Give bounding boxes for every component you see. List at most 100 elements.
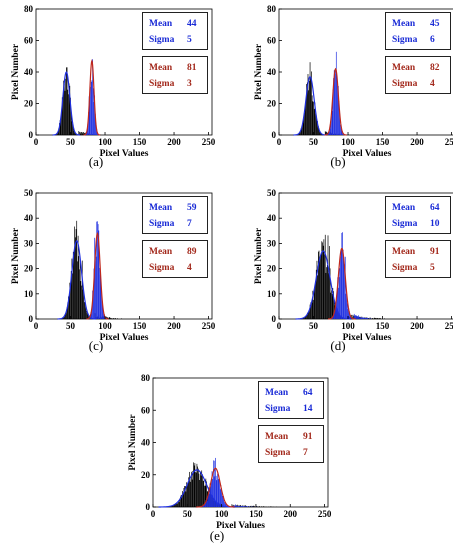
histogram-bar (304, 106, 306, 135)
histogram-bar (346, 291, 347, 319)
y-tick-label: 60 (141, 405, 151, 415)
histogram-bar (221, 488, 222, 507)
histogram-bar (92, 59, 93, 135)
histogram-bar (224, 501, 225, 507)
panel-caption: (c) (88, 338, 104, 353)
histogram-bar (106, 316, 107, 319)
histogram-bar (246, 506, 248, 507)
histogram-bar (324, 234, 326, 319)
histogram-plot: 0 50 100 150 200 250 0 10 20 30 40 50 Pixel Values Pi… (254, 188, 453, 343)
x-tick-label: 100 (215, 509, 229, 519)
histogram-bar (83, 132, 84, 135)
histogram-bar (72, 251, 74, 319)
histogram-bar (373, 317, 375, 319)
histogram-bar (77, 235, 79, 319)
histogram-bar (307, 74, 309, 135)
histogram-bar (71, 258, 73, 319)
histogram-bar (249, 506, 251, 507)
histogram-bar (331, 110, 333, 135)
histogram-bar (67, 89, 69, 135)
y-tick-label: 80 (141, 373, 151, 383)
x-tick-label: 200 (167, 137, 181, 147)
stats-box-red: Mean 81 Sigma 3 (142, 56, 208, 94)
gaussian-fit-line (324, 67, 347, 136)
histogram-bar (367, 318, 369, 319)
histogram-bar (345, 293, 347, 319)
histogram-bar (313, 289, 315, 319)
histogram-bar (263, 506, 264, 507)
histogram-bar (261, 506, 262, 507)
histogram-bar (245, 506, 247, 507)
histogram-bar (99, 267, 100, 319)
mean-row: Mean 82 (392, 63, 440, 74)
y-tick-label: 20 (141, 470, 151, 480)
histogram-bar (209, 483, 211, 507)
x-tick-label: 100 (98, 321, 112, 331)
histogram-bar (253, 505, 255, 507)
histogram-bar (101, 290, 102, 319)
histogram-bar (236, 505, 238, 507)
y-tick-label: 80 (24, 4, 34, 14)
histogram-bar (171, 506, 172, 507)
histogram-bar (202, 474, 203, 507)
histogram-bar (245, 506, 246, 507)
sigma-row-label: Sigma (149, 79, 175, 89)
histogram-bar (341, 131, 343, 135)
histogram-bar (205, 499, 207, 507)
histogram-bar (180, 496, 181, 507)
stats-box-blue: Mean 64 Sigma 10 (385, 196, 451, 234)
x-tick-label: 200 (410, 321, 424, 331)
histogram-bar (72, 126, 74, 135)
gaussian-fit-line (295, 250, 351, 320)
histogram-bar (97, 221, 98, 319)
histogram-bar (235, 506, 237, 507)
histogram-bar (63, 84, 65, 135)
histogram-bar (78, 256, 80, 319)
histogram-bar (75, 134, 77, 135)
x-tick-label: 0 (34, 137, 39, 147)
histogram-bar (319, 131, 321, 135)
histogram-bar (352, 314, 354, 319)
histogram-bar (331, 293, 333, 319)
histogram-bar (315, 113, 316, 135)
sigma-row-value: 4 (187, 263, 192, 273)
mean-row-value: 64 (430, 203, 440, 213)
histogram-bar (256, 505, 257, 507)
histogram-bar (191, 471, 192, 507)
histogram-bar (312, 290, 314, 319)
histogram-bar (79, 269, 80, 319)
histogram-bar (217, 473, 218, 507)
histogram-bar (262, 506, 264, 507)
histogram-bar (110, 318, 112, 319)
y-tick-label: 20 (24, 264, 34, 274)
histogram-bar (89, 96, 91, 135)
histogram-bar (333, 299, 335, 319)
histogram-bar (310, 77, 312, 135)
histogram-bar (364, 318, 365, 319)
histogram-bar (199, 479, 201, 507)
histogram-bar (195, 472, 197, 507)
histogram-bar (214, 460, 216, 507)
sigma-row-label: Sigma (392, 79, 418, 89)
histogram-bar (232, 505, 234, 507)
histogram-bar (349, 315, 351, 319)
x-tick-label: 50 (309, 321, 319, 331)
histogram-bar (69, 85, 71, 135)
histogram-bar (61, 111, 62, 135)
histogram-bar (317, 251, 319, 319)
sigma-row: Sigma 5 (392, 263, 435, 274)
histogram-bar (357, 316, 359, 319)
histogram-bar (251, 506, 253, 507)
histogram-bar (250, 505, 252, 507)
sigma-row-label: Sigma (149, 263, 175, 273)
y-tick-label: 60 (267, 36, 277, 46)
histogram-bar (109, 317, 111, 319)
mean-row-value: 91 (430, 247, 440, 257)
histogram-bar (88, 315, 89, 319)
histogram-bar (316, 120, 318, 135)
histogram-bar (362, 317, 363, 319)
histogram-bar (226, 503, 227, 507)
stats-box-blue: Mean 45 Sigma 6 (385, 12, 451, 50)
histogram-bar (305, 98, 307, 135)
x-tick-label: 250 (445, 137, 453, 147)
